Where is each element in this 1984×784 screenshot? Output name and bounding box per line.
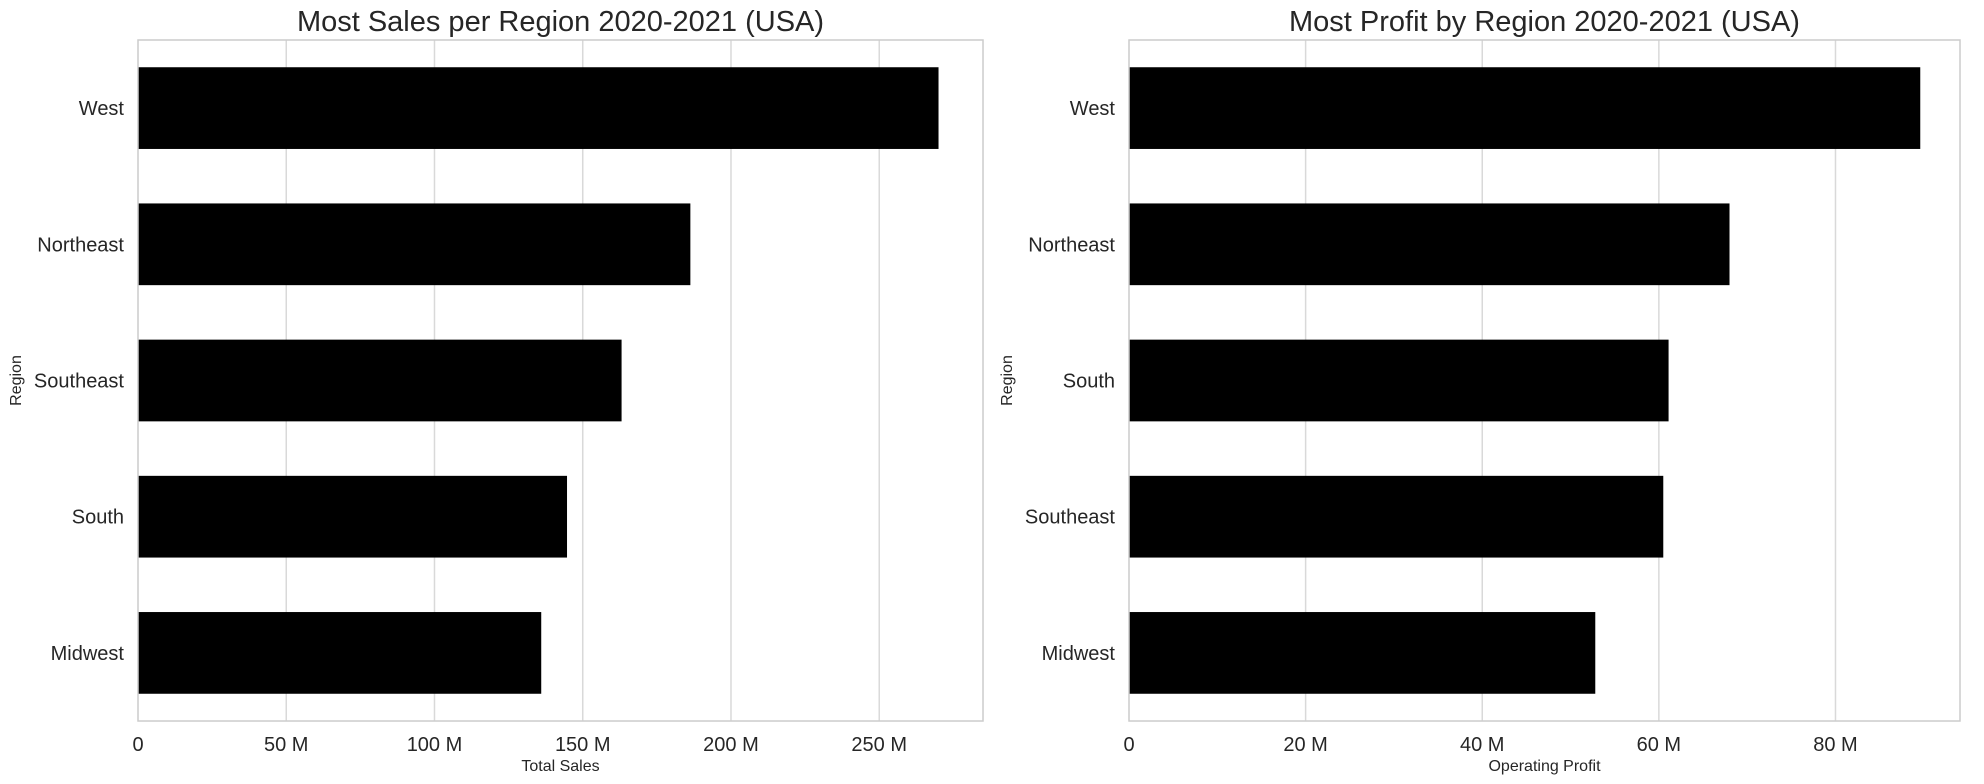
x-axis-label: Total Sales — [521, 758, 599, 775]
x-axis-label: Operating Profit — [1488, 758, 1601, 775]
y-tick-label: Northeast — [37, 234, 124, 256]
y-tick-label: Southeast — [34, 371, 125, 393]
x-tick-label: 50 M — [264, 734, 308, 756]
x-tick-label: 20 M — [1283, 734, 1327, 756]
y-tick-label: South — [72, 507, 124, 529]
chart-title: Most Sales per Region 2020-2021 (USA) — [297, 6, 824, 38]
profit-chart: Most Profit by Region 2020-2021 (USA) We… — [999, 6, 1961, 775]
chart-title: Most Profit by Region 2020-2021 (USA) — [1289, 6, 1800, 38]
y-tick-label: South — [1063, 371, 1115, 393]
x-tick-label: 0 — [1123, 734, 1134, 756]
y-axis-label: Region — [8, 355, 25, 406]
bar-southeast — [1129, 475, 1664, 558]
bar-west — [1129, 67, 1921, 149]
plot-frame — [137, 39, 984, 722]
y-axis-label: Region — [999, 355, 1016, 406]
x-tick-label: 80 M — [1813, 734, 1857, 756]
y-tick-labels: West Northeast Southeast South Midwest — [34, 98, 125, 665]
y-tick-label: West — [79, 98, 125, 120]
x-tick-label: 100 M — [407, 734, 463, 756]
x-tick-label: 40 M — [1460, 734, 1504, 756]
bar-midwest — [1129, 612, 1596, 694]
x-tick-label: 0 — [132, 734, 143, 756]
y-tick-label: Midwest — [1042, 643, 1116, 665]
bar-south — [1129, 339, 1669, 422]
x-tick-label: 250 M — [851, 734, 907, 756]
x-tick-label: 200 M — [703, 734, 759, 756]
sales-chart: Most Sales per Region 2020-2021 (USA) We… — [8, 6, 984, 775]
bar-northeast — [138, 203, 691, 286]
bar-southeast — [138, 339, 622, 422]
bars — [138, 67, 939, 694]
y-tick-labels: West Northeast South Southeast Midwest — [1025, 98, 1116, 665]
x-tick-label: 60 M — [1637, 734, 1681, 756]
x-tick-labels: 0 50 M 100 M 150 M 200 M 250 M — [132, 734, 907, 756]
x-tick-label: 150 M — [555, 734, 611, 756]
bars — [1129, 67, 1921, 694]
y-tick-label: Northeast — [1028, 234, 1115, 256]
plot-frame — [1128, 39, 1961, 722]
bar-west — [138, 67, 939, 149]
y-tick-label: West — [1070, 98, 1116, 120]
bar-midwest — [138, 612, 542, 694]
bar-northeast — [1129, 203, 1730, 286]
x-tick-labels: 0 20 M 40 M 60 M 80 M — [1123, 734, 1857, 756]
bar-south — [138, 475, 568, 558]
y-tick-label: Midwest — [51, 643, 125, 665]
y-tick-label: Southeast — [1025, 507, 1116, 529]
